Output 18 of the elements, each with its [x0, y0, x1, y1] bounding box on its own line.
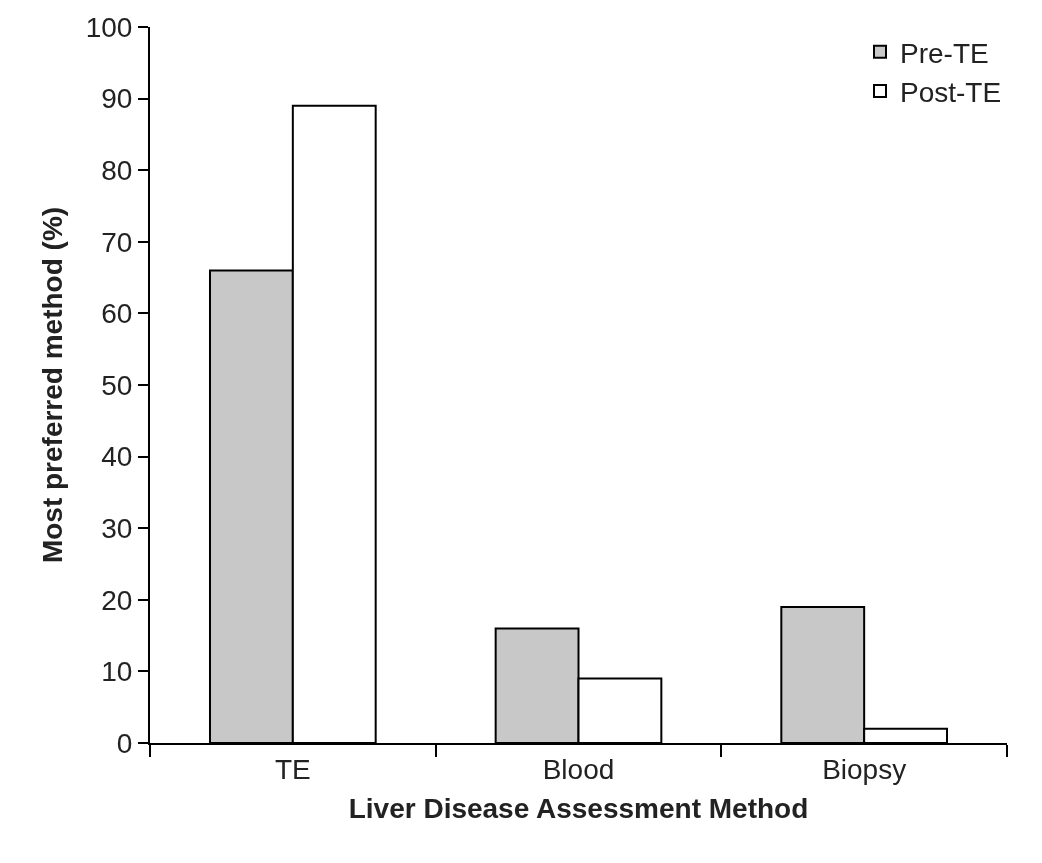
y-tick-label: 30: [101, 513, 133, 544]
legend-label: Pre-TE: [900, 37, 989, 69]
y-tick-label: 90: [101, 83, 133, 115]
y-tick-label: 70: [101, 226, 133, 258]
x-tick-label: TE: [274, 753, 311, 785]
y-axis-title: Most preferred method (%): [36, 206, 68, 564]
y-tick-label: 50: [101, 369, 133, 401]
y-tick-label: 10: [101, 656, 133, 688]
x-axis-title: Liver Disease Assessment Method: [348, 793, 809, 825]
y-tick-label: 20: [101, 584, 133, 616]
legend-label: Post-TE: [900, 77, 1002, 109]
y-tick-label: 0: [116, 727, 133, 759]
y-tick-label: 40: [101, 441, 133, 473]
y-tick-label: 60: [101, 298, 133, 330]
y-tick-label: 100: [85, 11, 133, 43]
x-tick-label: Blood: [542, 753, 615, 785]
y-tick-label: 80: [101, 155, 133, 186]
x-tick-label: Biopsy: [822, 753, 907, 785]
